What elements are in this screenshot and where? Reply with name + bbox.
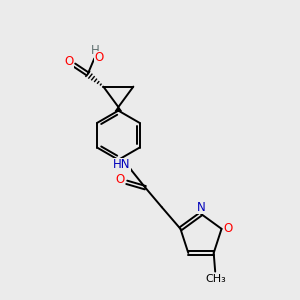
Text: H: H [91,44,100,56]
Text: O: O [224,222,233,235]
Text: HN: HN [112,158,130,171]
Text: CH₃: CH₃ [206,274,226,284]
Text: O: O [94,51,104,64]
Text: O: O [64,55,74,68]
Text: O: O [116,173,125,186]
Text: N: N [196,201,206,214]
Polygon shape [116,107,122,111]
